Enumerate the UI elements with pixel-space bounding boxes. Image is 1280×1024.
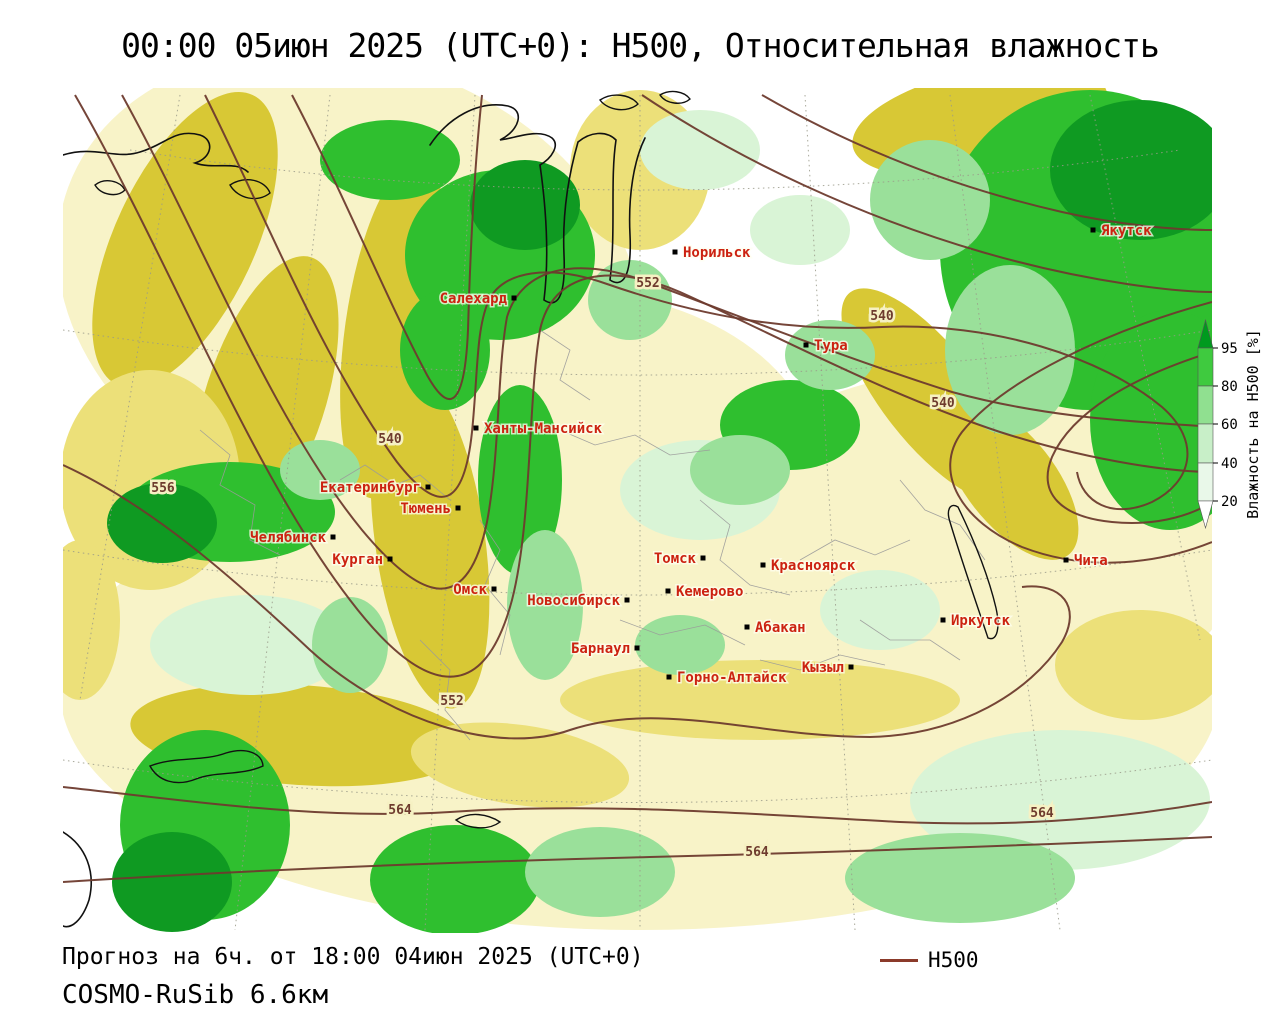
city-marker	[473, 425, 479, 431]
contour-value-label: 552	[636, 276, 659, 291]
city-marker	[803, 342, 809, 348]
city-marker	[744, 624, 750, 630]
city-label: Омск	[453, 582, 487, 598]
city-marker	[330, 534, 336, 540]
city-marker	[387, 556, 393, 562]
city-marker	[634, 645, 640, 651]
city-label: Якутск	[1101, 223, 1152, 239]
h500-legend-label: H500	[928, 948, 979, 972]
city-label: Тюмень	[400, 501, 451, 517]
city-marker	[672, 249, 678, 255]
city-label: Иркутск	[951, 613, 1011, 629]
city-markers: Якутск Норильск Салехард Тура Ханты-Мансийск…	[249, 222, 1154, 688]
city-label: Горно-Алтайск	[677, 670, 787, 686]
city-label: Курган	[332, 552, 383, 568]
contour-value-label: 552	[440, 694, 463, 709]
humidity-field	[63, 88, 1212, 933]
city-marker	[491, 586, 497, 592]
colorbar-tick-label: 40	[1221, 456, 1238, 472]
graticule	[63, 94, 1212, 931]
colorbar-tick-label: 20	[1221, 494, 1238, 510]
map-legend: H500	[880, 948, 979, 972]
city-marker	[1090, 227, 1096, 233]
city-marker	[624, 597, 630, 603]
city-marker	[511, 295, 517, 301]
coastline	[63, 90, 999, 928]
colorbar-tick-label: 80	[1221, 379, 1238, 395]
city-label: Барнаул	[571, 641, 630, 657]
colorbar-arrow-down	[1197, 500, 1214, 530]
contour-value-label: 556	[151, 481, 175, 496]
contour-value-label: 540	[870, 309, 894, 324]
city-marker	[455, 505, 461, 511]
colorbar-axis-label: Влажность на H500 [%]	[1244, 329, 1262, 519]
city-label: Абакан	[755, 620, 806, 636]
contour-lines	[63, 94, 1212, 883]
forecast-info: Прогноз на 6ч. от 18:00 04июн 2025 (UTC+…	[62, 944, 644, 970]
city-marker	[425, 484, 431, 490]
contour-value-label: 540	[931, 396, 955, 411]
admin-borders	[199, 329, 986, 741]
city-label: Тура	[814, 338, 848, 354]
city-label: Норильск	[683, 245, 751, 261]
page-title: 00:00 05июн 2025 (UTC+0): H500, Относите…	[121, 26, 1160, 65]
colorbar: 95 80 60 40 20 Влажность на H500 [%]	[1197, 318, 1262, 530]
city-label: Челябинск	[250, 530, 326, 546]
contour-value-label: 564	[1030, 806, 1054, 821]
city-label: Кемерово	[676, 584, 743, 600]
h500-legend-line	[880, 958, 918, 962]
city-label: Ханты-Мансийск	[484, 421, 603, 437]
lake-balkhash	[149, 749, 264, 784]
colorbar-tick-label: 95	[1221, 341, 1238, 357]
city-marker	[848, 664, 854, 670]
contour-value-label: 564	[745, 845, 769, 860]
city-label: Томск	[654, 551, 697, 567]
city-marker	[666, 674, 672, 680]
city-label: Новосибирск	[527, 593, 620, 609]
city-marker	[1063, 557, 1069, 563]
contour-labels: 552 540 556 552 540 540 564 564 564	[149, 274, 1057, 863]
colorbar-ticks: 95 80 60 40 20	[1213, 341, 1238, 510]
lake-baikal	[947, 504, 999, 640]
city-marker	[665, 588, 671, 594]
contour-value-label: 540	[378, 432, 402, 447]
city-label: Салехард	[440, 291, 508, 307]
model-info: COSMO-RuSib 6.6км	[62, 980, 329, 1010]
city-label: Кызыл	[802, 660, 844, 676]
city-label: Красноярск	[771, 558, 856, 574]
city-marker	[940, 617, 946, 623]
city-label: Чита	[1074, 553, 1108, 569]
contour-value-label: 564	[388, 803, 412, 818]
colorbar-tick-label: 60	[1221, 417, 1238, 433]
city-marker	[760, 562, 766, 568]
city-marker	[700, 555, 706, 561]
city-label: Екатеринбург	[320, 480, 421, 496]
